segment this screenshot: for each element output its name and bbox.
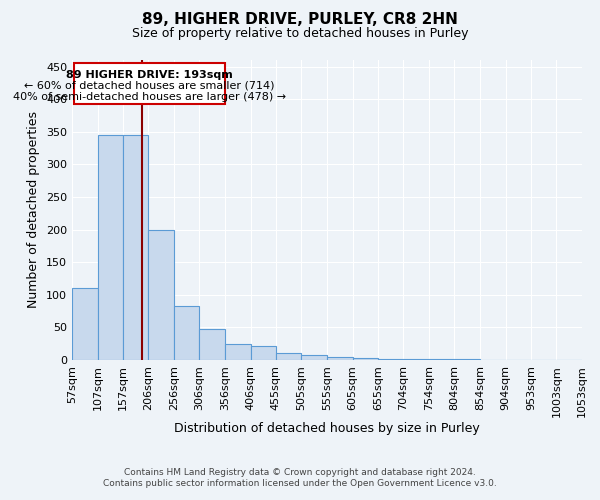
Text: 40% of semi-detached houses are larger (478) →: 40% of semi-detached houses are larger (… — [13, 92, 286, 102]
Bar — [72, 288, 98, 360]
Bar — [301, 356, 327, 360]
Bar — [276, 354, 301, 360]
Text: 89, HIGHER DRIVE, PURLEY, CR8 2HN: 89, HIGHER DRIVE, PURLEY, CR8 2HN — [142, 12, 458, 28]
Bar — [378, 358, 403, 360]
Text: Contains HM Land Registry data © Crown copyright and database right 2024.
Contai: Contains HM Land Registry data © Crown c… — [103, 468, 497, 487]
Text: 89 HIGHER DRIVE: 193sqm: 89 HIGHER DRIVE: 193sqm — [65, 70, 232, 80]
Bar — [353, 358, 378, 360]
Bar — [123, 135, 148, 360]
Bar — [174, 306, 199, 360]
Text: Size of property relative to detached houses in Purley: Size of property relative to detached ho… — [132, 28, 468, 40]
X-axis label: Distribution of detached houses by size in Purley: Distribution of detached houses by size … — [174, 422, 480, 435]
Y-axis label: Number of detached properties: Number of detached properties — [28, 112, 40, 308]
Bar — [225, 344, 251, 360]
Bar — [251, 346, 276, 360]
Bar — [98, 135, 123, 360]
Bar — [403, 358, 429, 360]
Text: ← 60% of detached houses are smaller (714): ← 60% of detached houses are smaller (71… — [24, 81, 274, 91]
FancyBboxPatch shape — [74, 64, 224, 104]
Bar — [199, 330, 225, 360]
Bar — [148, 230, 174, 360]
Bar — [327, 358, 353, 360]
